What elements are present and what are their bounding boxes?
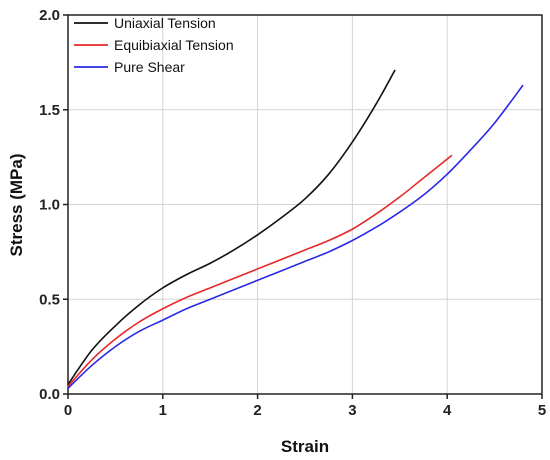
series-line-pure-shear <box>67 84 524 389</box>
series-lines <box>67 69 524 389</box>
x-tick-label: 0 <box>64 402 72 419</box>
series-line-uniaxial-tension <box>67 69 396 385</box>
legend-label-uniaxial-tension: Uniaxial Tension <box>114 15 216 31</box>
legend: Uniaxial Tension Equibiaxial Tension Pure … <box>74 15 234 75</box>
y-tick-label: 2.0 <box>39 7 60 24</box>
series-line-equibiaxial-tension <box>67 154 453 387</box>
legend-label-equibiaxial-tension: Equibiaxial Tension <box>114 37 234 53</box>
x-axis-ticks: 0 1 2 3 4 5 <box>64 394 546 419</box>
x-tick-label: 2 <box>253 402 261 419</box>
x-tick-label: 1 <box>159 402 167 419</box>
y-tick-label: 0.0 <box>39 386 60 403</box>
y-tick-label: 0.5 <box>39 291 60 308</box>
y-tick-label: 1.0 <box>39 197 60 214</box>
y-axis-ticks: 0.0 0.5 1.0 1.5 2.0 <box>39 7 68 403</box>
y-axis-title: Stress (MPa) <box>7 154 26 257</box>
x-tick-label: 3 <box>348 402 356 419</box>
legend-label-pure-shear: Pure Shear <box>114 59 185 75</box>
x-tick-label: 4 <box>443 402 452 419</box>
y-tick-label: 1.5 <box>39 102 60 119</box>
x-axis-title: Strain <box>281 437 329 456</box>
x-tick-label: 5 <box>538 402 546 419</box>
